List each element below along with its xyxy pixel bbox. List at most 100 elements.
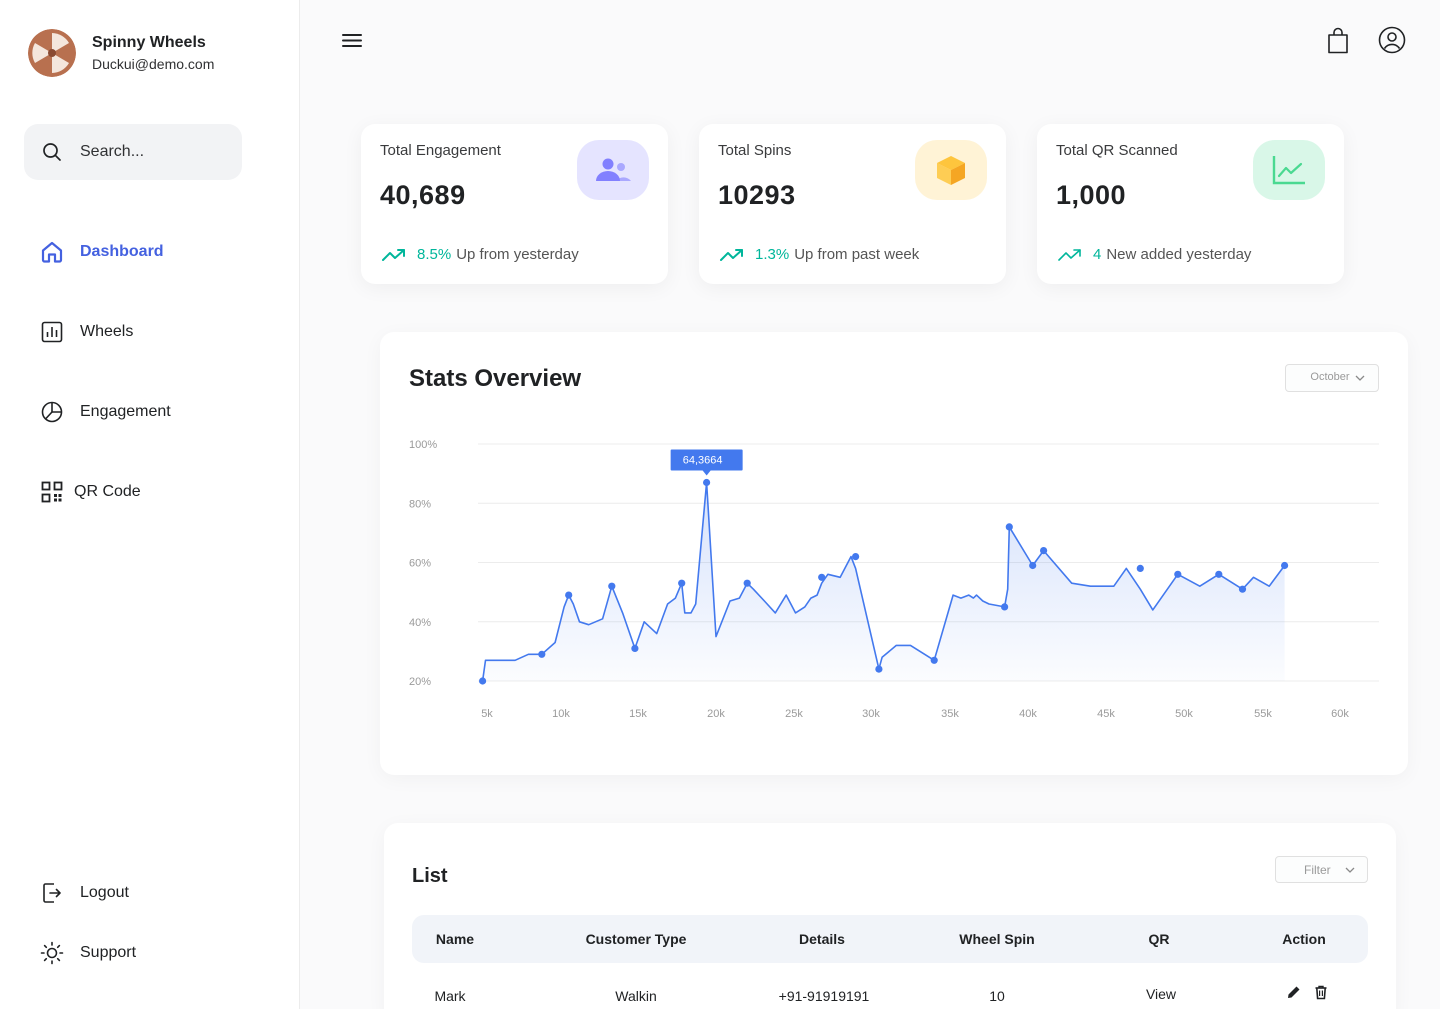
sidebar-item-label: Engagement: [80, 403, 171, 420]
sidebar-item-wheels[interactable]: Wheels: [40, 320, 133, 344]
x-tick-label: 5k: [481, 708, 493, 720]
data-point: [1238, 585, 1247, 593]
series-line: [481, 481, 1286, 682]
brand-email: Duckui@demo.com: [92, 55, 215, 72]
support-label: Support: [80, 944, 137, 961]
x-tick-label: 60k: [1331, 708, 1349, 720]
column-header-customer-type: Customer Type: [585, 931, 687, 947]
x-tick-label: 15k: [629, 708, 647, 720]
menu-icon[interactable]: [340, 29, 364, 53]
stat-card-spins: Total Spins 10293 1.3% Up from past week: [699, 124, 1006, 284]
stat-trend: 4 New added yesterday: [1057, 246, 1251, 263]
sidebar: Spinny Wheels Duckui@demo.com Search... …: [0, 0, 300, 1009]
month-select[interactable]: October: [1285, 364, 1379, 392]
pie-chart-icon: [40, 400, 64, 424]
cell-customer-type: Walkin: [615, 988, 657, 1004]
trend-up-icon: [1058, 248, 1081, 261]
sidebar-item-label: Wheels: [80, 323, 134, 340]
trend-count: 4: [1093, 246, 1102, 263]
column-header-qr: QR: [1148, 931, 1170, 947]
search-placeholder: Search...: [80, 143, 145, 160]
x-tick-label: 20k: [707, 708, 725, 720]
column-header-name: Name: [435, 931, 475, 947]
data-point: [608, 582, 616, 590]
data-point: [1005, 523, 1013, 531]
delete-icon[interactable]: [1313, 984, 1329, 1000]
stat-trend: 8.5% Up from yesterday: [381, 246, 579, 263]
sidebar-item-dashboard[interactable]: Dashboard: [40, 240, 164, 264]
chart-title: Stats Overview: [409, 365, 582, 392]
stat-title: Total Spins: [718, 142, 792, 159]
data-point: [631, 644, 639, 652]
data-point: [1215, 570, 1223, 578]
month-select-value: October: [1310, 371, 1350, 383]
data-point: [852, 553, 860, 561]
cell-wheel-spin: 10: [989, 988, 1005, 1004]
logout-label: Logout: [80, 884, 129, 901]
trend-text: Up from yesterday: [456, 246, 579, 263]
shopping-bag-icon[interactable]: [1325, 27, 1351, 55]
y-tick-label: 60%: [409, 558, 431, 570]
x-tick-label: 50k: [1175, 708, 1193, 720]
brand-logo: [28, 29, 76, 77]
chevron-down-icon: [1355, 375, 1365, 381]
sun-icon: [40, 941, 64, 965]
data-point: [1001, 603, 1009, 611]
data-point: [1040, 547, 1048, 555]
filter-dropdown[interactable]: Filter: [1275, 856, 1368, 883]
data-point: [703, 478, 711, 487]
data-point: [875, 665, 883, 673]
users-icon: [577, 140, 649, 200]
table-header: Name Customer Type Details Wheel Spin QR…: [412, 915, 1368, 963]
column-header-details: Details: [799, 931, 845, 947]
data-point: [1174, 570, 1182, 578]
data-point: [1029, 561, 1037, 570]
data-point: [565, 591, 573, 599]
y-tick-label: 20%: [409, 676, 431, 688]
view-qr-link[interactable]: View: [1145, 986, 1177, 1002]
stats-overview-card: 100% 80% 60% 40% 20% 5k 10k 15k 20k 25k 30k 35k 40k 4…: [380, 332, 1408, 775]
data-point: [1281, 561, 1289, 570]
x-tick-label: 45k: [1097, 708, 1115, 720]
sidebar-item-engagement[interactable]: Engagement: [40, 400, 171, 424]
stat-value: 1,000: [1056, 180, 1127, 210]
stat-trend: 1.3% Up from past week: [719, 246, 919, 263]
sidebar-item-label: Dashboard: [80, 243, 164, 260]
stat-title: Total Engagement: [380, 142, 501, 159]
sidebar-item-label: QR Code: [74, 483, 141, 500]
trend-text: Up from past week: [794, 246, 920, 263]
home-icon: [40, 240, 64, 264]
stat-card-qr-scanned: Total QR Scanned 1,000 4 New added yeste…: [1037, 124, 1344, 284]
edit-icon[interactable]: [1286, 984, 1302, 1000]
box-icon: [915, 140, 987, 200]
bar-chart-icon: [40, 320, 64, 344]
y-tick-label: 100%: [409, 439, 437, 451]
logout-button[interactable]: Logout: [40, 881, 129, 905]
series-area: [482, 482, 1285, 681]
qr-code-icon: [40, 480, 64, 504]
chevron-down-icon: [1345, 867, 1355, 873]
profile-icon[interactable]: [1378, 26, 1406, 54]
brand: Spinny Wheels Duckui@demo.com: [28, 29, 214, 77]
y-tick-label: 40%: [409, 617, 431, 629]
support-button[interactable]: Support: [40, 941, 136, 965]
y-tick-label: 80%: [409, 498, 431, 510]
sidebar-item-qr-code[interactable]: QR Code: [40, 480, 141, 504]
trend-text: New added yesterday: [1106, 246, 1252, 263]
data-point: [678, 579, 686, 587]
column-header-wheel-spin: Wheel Spin: [959, 931, 1035, 947]
x-tick-label: 55k: [1254, 708, 1272, 720]
trend-percent: 1.3%: [755, 246, 790, 263]
data-point: [743, 579, 751, 587]
x-tick-label: 30k: [862, 708, 880, 720]
trend-percent: 8.5%: [417, 246, 452, 263]
search-input[interactable]: Search...: [24, 124, 242, 180]
list-title: List: [412, 865, 448, 887]
logout-icon: [40, 881, 64, 905]
x-tick-label: 25k: [785, 708, 803, 720]
cell-details: +91-91919191: [778, 988, 870, 1004]
x-tick-label: 40k: [1019, 708, 1037, 720]
trend-up-icon: [720, 248, 743, 261]
data-point: [930, 656, 938, 664]
line-chart-icon: [1253, 140, 1325, 200]
